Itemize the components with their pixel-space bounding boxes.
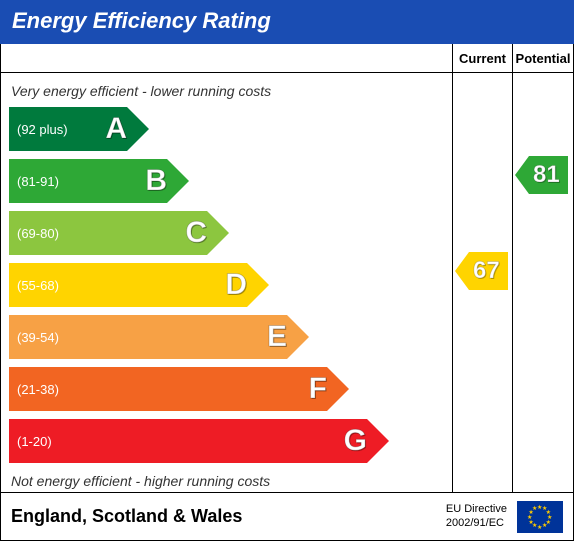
band-letter-f: F (309, 372, 327, 406)
note-bottom: Not energy efficient - higher running co… (11, 473, 444, 489)
header-row: Current Potential (0, 44, 574, 73)
bands-area: Very energy efficient - lower running co… (1, 73, 453, 492)
directive-ref: 2002/91/EC (446, 517, 507, 530)
band-letter-d: D (225, 268, 247, 302)
band-row-c: (69-80) C (9, 211, 444, 259)
pointer-potential: 81 (515, 156, 568, 194)
band-bar-d: (55-68) D (9, 263, 269, 307)
band-bar-e: (39-54) E (9, 315, 309, 359)
band-bar-f: (21-38) F (9, 367, 349, 411)
col-potential: 81 (513, 73, 573, 492)
header-spacer (1, 44, 453, 72)
band-letter-b: B (145, 164, 167, 198)
band-range-a: (92 plus) (17, 122, 68, 137)
epc-chart: Energy Efficiency Rating Current Potenti… (0, 0, 574, 542)
band-row-a: (92 plus) A (9, 107, 444, 155)
col-potential-header: Potential (513, 44, 573, 72)
chart-title: Energy Efficiency Rating (12, 8, 271, 33)
note-top: Very energy efficient - lower running co… (11, 83, 444, 99)
band-letter-a: A (105, 112, 127, 146)
band-range-e: (39-54) (17, 330, 59, 345)
band-range-b: (81-91) (17, 174, 59, 189)
band-row-f: (21-38) F (9, 367, 444, 415)
band-letter-g: G (344, 424, 367, 458)
col-current: 67 (453, 73, 513, 492)
band-row-d: (55-68) D (9, 263, 444, 311)
band-row-b: (81-91) B (9, 159, 444, 207)
band-row-g: (1-20) G (9, 419, 444, 467)
directive-label: EU Directive (446, 503, 507, 516)
directive-block: EU Directive 2002/91/EC (446, 503, 507, 529)
pointer-current: 67 (455, 252, 508, 290)
body-row: Very energy efficient - lower running co… (0, 73, 574, 493)
pointer-potential-value: 81 (529, 156, 568, 194)
band-range-f: (21-38) (17, 382, 59, 397)
eu-flag-icon: ★★★★★★★★★★★★ (517, 501, 563, 533)
band-bar-a: (92 plus) A (9, 107, 149, 151)
title-bar: Energy Efficiency Rating (0, 0, 574, 44)
band-letter-c: C (185, 216, 207, 250)
band-range-g: (1-20) (17, 434, 52, 449)
pointer-current-value: 67 (469, 252, 508, 290)
band-bar-b: (81-91) B (9, 159, 189, 203)
band-bar-c: (69-80) C (9, 211, 229, 255)
band-bar-g: (1-20) G (9, 419, 389, 463)
footer-right: EU Directive 2002/91/EC ★★★★★★★★★★★★ (446, 501, 563, 533)
band-letter-e: E (267, 320, 287, 354)
col-current-header: Current (453, 44, 513, 72)
footer: England, Scotland & Wales EU Directive 2… (0, 493, 574, 541)
band-row-e: (39-54) E (9, 315, 444, 363)
footer-region: England, Scotland & Wales (11, 506, 242, 527)
band-range-d: (55-68) (17, 278, 59, 293)
bars-container: (92 plus) A (81-91) B (69-80) C (55-68) D (39-54… (9, 107, 444, 467)
band-range-c: (69-80) (17, 226, 59, 241)
